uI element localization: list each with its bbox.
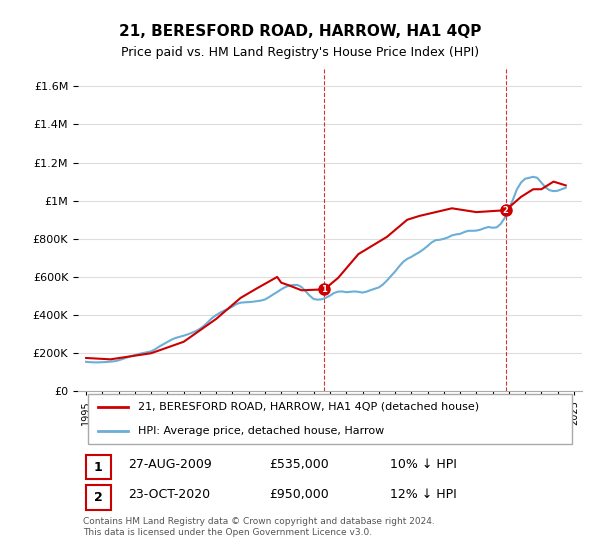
Text: 23-OCT-2020: 23-OCT-2020: [128, 488, 211, 501]
FancyBboxPatch shape: [86, 455, 111, 479]
FancyBboxPatch shape: [88, 394, 572, 444]
Text: 21, BERESFORD ROAD, HARROW, HA1 4QP (detached house): 21, BERESFORD ROAD, HARROW, HA1 4QP (det…: [139, 402, 479, 412]
Text: 1: 1: [94, 460, 103, 474]
Text: £535,000: £535,000: [269, 458, 329, 471]
Text: 2: 2: [94, 491, 103, 504]
FancyBboxPatch shape: [86, 485, 111, 510]
Text: Price paid vs. HM Land Registry's House Price Index (HPI): Price paid vs. HM Land Registry's House …: [121, 46, 479, 59]
Text: 21, BERESFORD ROAD, HARROW, HA1 4QP: 21, BERESFORD ROAD, HARROW, HA1 4QP: [119, 24, 481, 39]
Text: 12% ↓ HPI: 12% ↓ HPI: [391, 488, 457, 501]
Text: 27-AUG-2009: 27-AUG-2009: [128, 458, 212, 471]
Text: HPI: Average price, detached house, Harrow: HPI: Average price, detached house, Harr…: [139, 426, 385, 436]
Text: Contains HM Land Registry data © Crown copyright and database right 2024.
This d: Contains HM Land Registry data © Crown c…: [83, 517, 435, 536]
Text: £950,000: £950,000: [269, 488, 329, 501]
Text: 1: 1: [322, 285, 327, 294]
Text: 2: 2: [503, 206, 509, 214]
Text: 10% ↓ HPI: 10% ↓ HPI: [391, 458, 457, 471]
